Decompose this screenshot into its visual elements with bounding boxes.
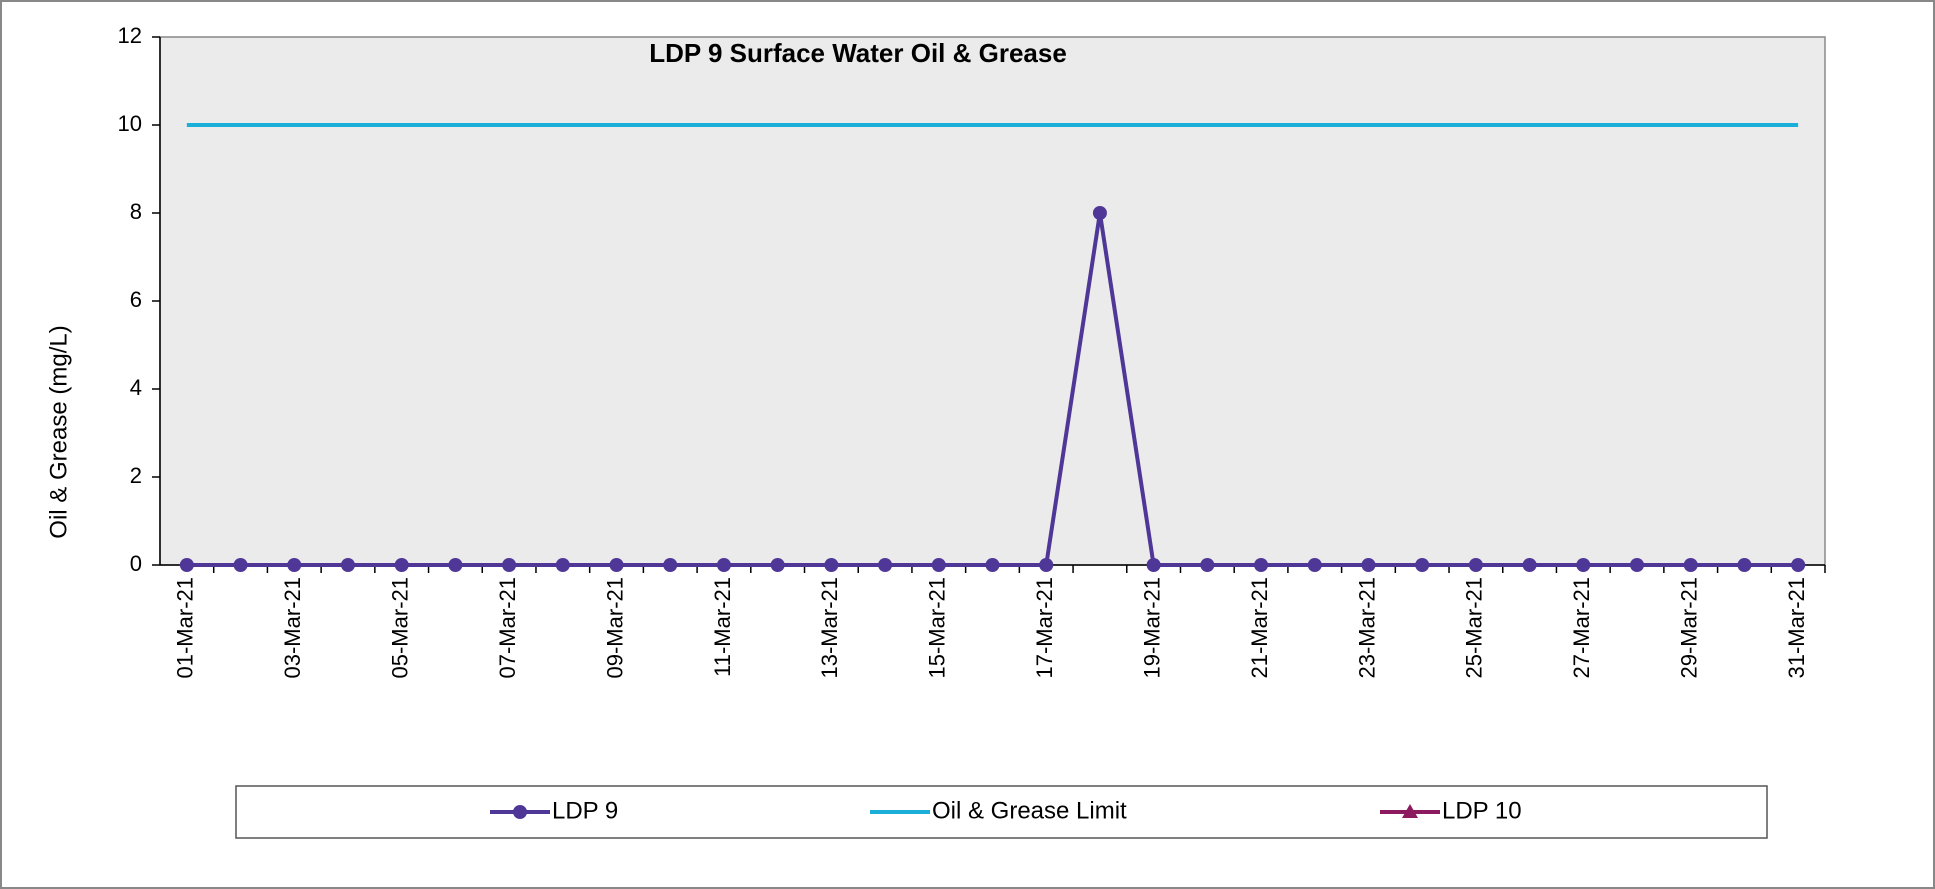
point bbox=[770, 558, 785, 572]
x-tick-label: 11-Mar-21 bbox=[710, 577, 735, 677]
point bbox=[1146, 558, 1161, 572]
y-tick-label: 6 bbox=[130, 287, 142, 312]
point bbox=[1200, 558, 1215, 572]
point bbox=[931, 558, 946, 572]
point bbox=[448, 558, 463, 572]
x-tick-label: 13-Mar-21 bbox=[817, 577, 842, 678]
y-tick-label: 4 bbox=[130, 375, 142, 400]
y-tick-label: 10 bbox=[118, 111, 142, 136]
point bbox=[609, 558, 624, 572]
point bbox=[1307, 558, 1322, 572]
x-tick-label: 09-Mar-21 bbox=[602, 577, 627, 678]
y-tick-label: 2 bbox=[130, 463, 142, 488]
x-tick-label: 05-Mar-21 bbox=[388, 577, 413, 678]
point bbox=[1576, 558, 1591, 572]
y-tick-label: 8 bbox=[130, 199, 142, 224]
point bbox=[716, 558, 731, 572]
point bbox=[1254, 558, 1269, 572]
point bbox=[1683, 558, 1698, 572]
point bbox=[179, 558, 194, 572]
x-tick-label: 27-Mar-21 bbox=[1569, 577, 1594, 678]
x-tick-label: 19-Mar-21 bbox=[1139, 577, 1164, 678]
point bbox=[824, 558, 839, 572]
plot-area bbox=[159, 36, 1826, 566]
point bbox=[502, 558, 517, 572]
x-tick-label: 15-Mar-21 bbox=[925, 577, 950, 678]
point bbox=[555, 558, 570, 572]
point bbox=[1402, 804, 1418, 818]
point bbox=[985, 558, 1000, 572]
point bbox=[233, 558, 248, 572]
point bbox=[394, 558, 409, 572]
x-tick-label: 03-Mar-21 bbox=[280, 577, 305, 678]
point bbox=[1468, 558, 1483, 572]
legend-label: LDP 10 bbox=[1442, 797, 1522, 824]
point bbox=[1039, 558, 1054, 572]
point bbox=[1415, 558, 1430, 572]
y-tick-label: 0 bbox=[130, 551, 142, 576]
point bbox=[340, 558, 355, 572]
x-tick-label: 29-Mar-21 bbox=[1677, 577, 1702, 678]
x-tick-label: 01-Mar-21 bbox=[173, 577, 198, 678]
point bbox=[1791, 558, 1806, 572]
y-axis-label: Oil & Grease (mg/L) bbox=[45, 325, 72, 538]
point bbox=[1737, 558, 1752, 572]
x-tick-label: 25-Mar-21 bbox=[1462, 577, 1487, 678]
x-tick-label: 23-Mar-21 bbox=[1354, 577, 1379, 678]
point bbox=[513, 805, 527, 819]
x-tick-label: 17-Mar-21 bbox=[1032, 577, 1057, 678]
y-tick-label: 12 bbox=[118, 23, 142, 48]
chart-title: LDP 9 Surface Water Oil & Grease bbox=[649, 38, 1067, 68]
x-tick-label: 07-Mar-21 bbox=[495, 577, 520, 678]
legend-label: LDP 9 bbox=[552, 797, 618, 824]
point bbox=[1092, 206, 1107, 220]
x-tick-label: 21-Mar-21 bbox=[1247, 577, 1272, 678]
point bbox=[1361, 558, 1376, 572]
point bbox=[663, 558, 678, 572]
legend-label: Oil & Grease Limit bbox=[932, 797, 1127, 824]
x-tick-label: 31-Mar-21 bbox=[1784, 577, 1809, 678]
point bbox=[1630, 558, 1645, 572]
point bbox=[287, 558, 302, 572]
point bbox=[1522, 558, 1537, 572]
point bbox=[878, 558, 893, 572]
